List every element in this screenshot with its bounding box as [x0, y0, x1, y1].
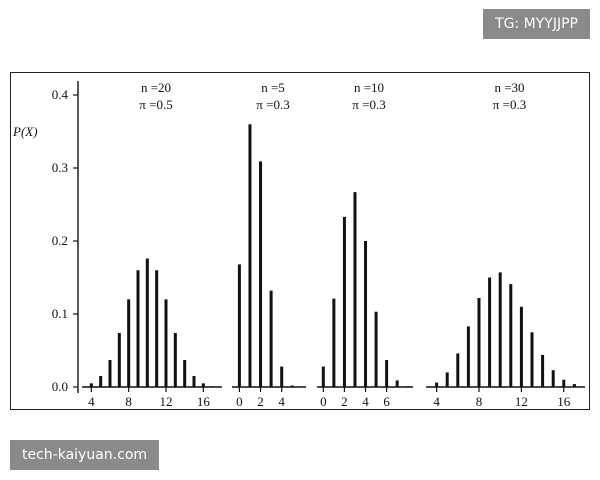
x-tick-label: 16	[197, 394, 211, 409]
panel-n-label: n =20	[141, 80, 171, 95]
x-tick-label: 12	[515, 394, 528, 409]
x-tick-label: 8	[125, 394, 132, 409]
panel-pi-label: π =0.3	[352, 97, 385, 112]
chart-panels: 4 8 12 16n =20π =0.50 2 4n =5π =0.30 2 4 6n =10π…	[82, 80, 585, 409]
x-tick-label: 0	[236, 394, 243, 409]
x-tick-label: 2	[341, 394, 348, 409]
panel-n-label: n =10	[354, 80, 384, 95]
panel-3: 0 2 4 6 n =10 π =0.3	[317, 80, 413, 409]
chart-frame	[10, 72, 590, 410]
x-tick-label: 2	[257, 394, 264, 409]
panel-pi-label: π =0.3	[256, 97, 289, 112]
watermark-bottom-left: tech-kaiyuan.com	[10, 440, 160, 470]
x-tick-label: 6	[383, 394, 390, 409]
panel-2: 0 2 4 n =5 π =0.3	[232, 80, 306, 409]
x-tick-label: 4	[278, 394, 285, 409]
panel-pi-label: π =0.5	[139, 97, 172, 112]
panel-4: 4 8 12 16 n =30 π =0.3	[426, 80, 585, 409]
y-axis: 0.0 0.1 0.2 0.3 0.4 P(X)	[12, 81, 79, 394]
panel-n-label: n =30	[494, 80, 524, 95]
y-tick-label: 0.0	[52, 379, 68, 394]
x-tick-label: 4	[88, 394, 95, 409]
watermark-top-right: TG: MYYJJPP	[483, 9, 590, 39]
panel-pi-label: π =0.3	[493, 97, 526, 112]
y-tick-label: 0.4	[52, 87, 69, 102]
x-tick-label: 16	[557, 394, 571, 409]
panel-n-label: n =5	[261, 80, 285, 95]
x-tick-label: 4	[362, 394, 369, 409]
panel-1: 4 8 12 16 n =20 π =0.5	[82, 80, 222, 409]
x-tick-label: 0	[320, 394, 327, 409]
x-tick-label: 12	[160, 394, 173, 409]
y-axis-title: P(X)	[12, 124, 38, 139]
y-tick-label: 0.2	[52, 233, 68, 248]
x-tick-label: 4	[433, 394, 440, 409]
y-tick-label: 0.1	[52, 306, 68, 321]
y-tick-label: 0.3	[52, 160, 68, 175]
x-tick-label: 8	[476, 394, 483, 409]
